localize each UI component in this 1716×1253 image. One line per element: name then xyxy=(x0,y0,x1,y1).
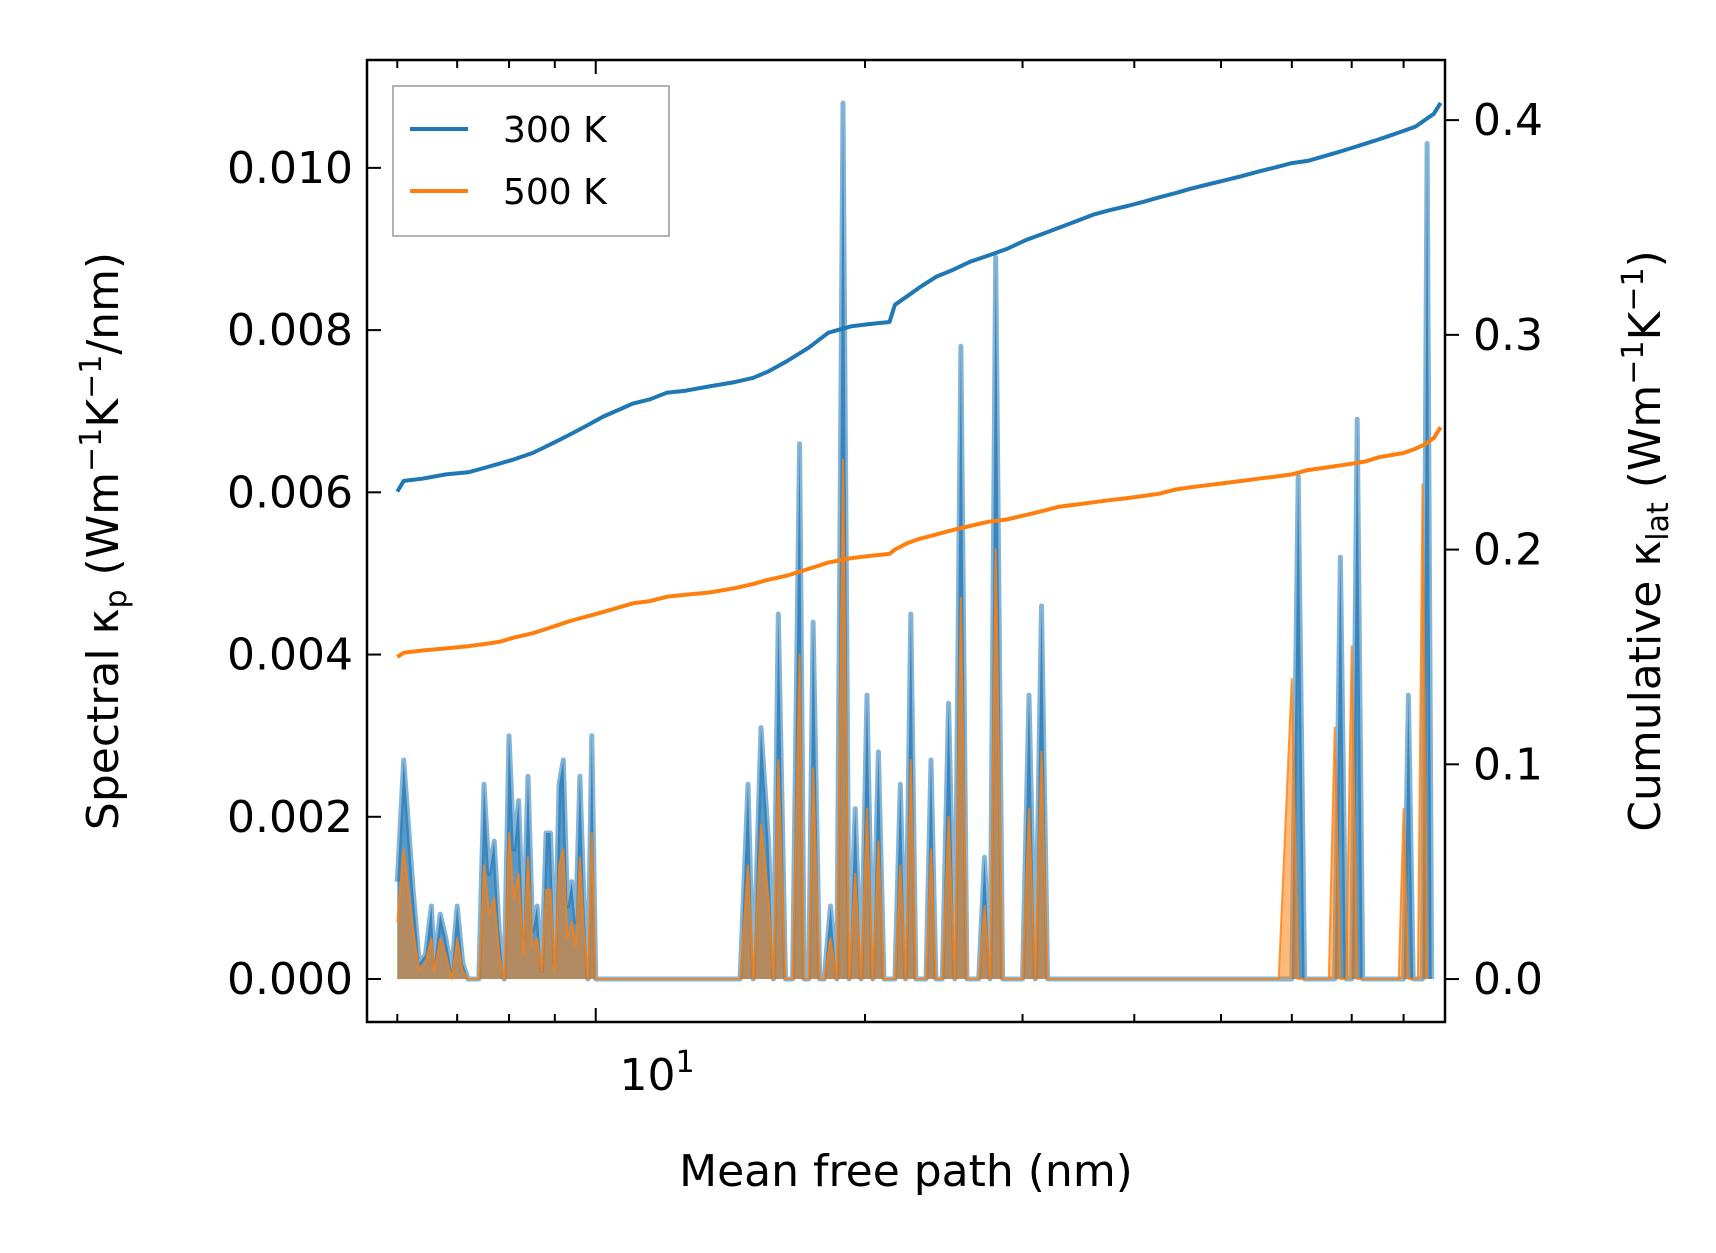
cumulative-line-500k xyxy=(396,426,1443,659)
left-y-tick-label: 0.004 xyxy=(227,630,353,681)
left-axis-label: Spectral κp (Wm−1K−1/nm) xyxy=(74,252,134,830)
left-y-tick-label: 0.008 xyxy=(227,305,353,356)
spectral-layer xyxy=(394,100,1435,982)
right-y-tick-label: 0.0 xyxy=(1473,954,1543,1005)
cumulative-layer xyxy=(395,101,1443,659)
left-y-tick-label: 0.006 xyxy=(227,467,353,518)
left-y-tick-label: 0.010 xyxy=(227,143,353,194)
x-tick-base: 10 xyxy=(619,1050,675,1101)
x-tick-label: 101 xyxy=(619,1045,694,1101)
plot-frame xyxy=(365,58,1447,1024)
right-axis-label: Cumulative κlat (Wm−1K−1) xyxy=(1616,250,1676,832)
legend-label-500k: 500 K xyxy=(503,172,608,213)
right-y-tick-label: 0.1 xyxy=(1473,739,1543,790)
legend-box xyxy=(392,85,670,237)
cumulative-line-300k xyxy=(395,101,1443,493)
left-y-tick-label: 0.000 xyxy=(227,954,353,1005)
spectral-area-500k xyxy=(397,459,1428,979)
legend: 300 K 500 K xyxy=(392,85,670,237)
right-y-tick-label: 0.4 xyxy=(1473,95,1543,146)
tick-layer: 0.000 0.002 0.004 0.006 0.008 0.010 0.0 0.1 0.2 0… xyxy=(227,60,1543,1022)
left-y-tick-label: 0.002 xyxy=(227,792,353,843)
legend-label-300k: 300 K xyxy=(503,110,608,151)
right-y-tick-label: 0.3 xyxy=(1473,310,1543,361)
spectral-line-500k xyxy=(396,458,1429,980)
x-axis-label: Mean free path (nm) xyxy=(679,1146,1133,1197)
x-tick-exp: 1 xyxy=(675,1045,694,1080)
right-y-tick-label: 0.2 xyxy=(1473,525,1543,576)
